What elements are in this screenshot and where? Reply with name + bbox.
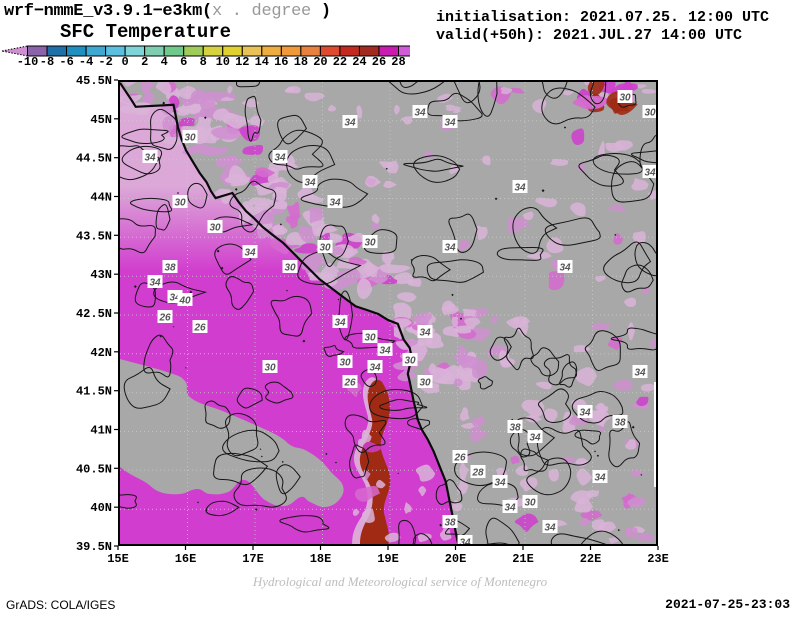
- svg-text:12: 12: [235, 55, 249, 69]
- svg-text:22E: 22E: [580, 552, 602, 566]
- svg-text:2: 2: [141, 55, 148, 69]
- svg-text:34: 34: [414, 108, 426, 119]
- svg-text:40: 40: [178, 296, 191, 307]
- svg-text:-6: -6: [59, 55, 73, 69]
- svg-text:34: 34: [594, 473, 606, 484]
- svg-text:15E: 15E: [107, 552, 129, 566]
- svg-text:4: 4: [161, 55, 168, 69]
- svg-text:45N: 45N: [90, 113, 112, 127]
- svg-text:18E: 18E: [310, 552, 332, 566]
- svg-text:34: 34: [344, 118, 356, 129]
- svg-text:34: 34: [544, 523, 556, 534]
- svg-text:40N: 40N: [90, 501, 112, 515]
- svg-text:30: 30: [364, 238, 376, 249]
- svg-text:34: 34: [369, 363, 381, 374]
- svg-text:30: 30: [419, 378, 431, 389]
- svg-text:23E: 23E: [647, 552, 669, 566]
- svg-text:34: 34: [444, 243, 456, 254]
- svg-text:30: 30: [264, 363, 276, 374]
- svg-text:14: 14: [255, 55, 269, 69]
- svg-text:34: 34: [329, 198, 341, 209]
- svg-text:30: 30: [619, 93, 631, 104]
- svg-text:30: 30: [524, 498, 536, 509]
- svg-text:30: 30: [284, 263, 296, 274]
- svg-text:34: 34: [149, 278, 161, 289]
- svg-text:34: 34: [444, 118, 456, 129]
- svg-text:34: 34: [144, 153, 156, 164]
- svg-text:16E: 16E: [175, 552, 197, 566]
- svg-text:34: 34: [504, 503, 516, 514]
- svg-text:0: 0: [121, 55, 128, 69]
- svg-text:-8: -8: [40, 55, 54, 69]
- svg-text:43N: 43N: [90, 268, 112, 282]
- svg-text:20: 20: [313, 55, 327, 69]
- svg-text:26: 26: [453, 453, 466, 464]
- svg-text:26: 26: [193, 323, 206, 334]
- svg-text:28: 28: [471, 468, 484, 479]
- svg-text:30: 30: [364, 333, 376, 344]
- svg-text:6: 6: [180, 55, 187, 69]
- svg-text:34: 34: [274, 153, 286, 164]
- svg-text:42N: 42N: [90, 346, 112, 360]
- svg-text:30: 30: [174, 198, 186, 209]
- svg-text:34: 34: [304, 178, 316, 189]
- svg-text:30: 30: [319, 243, 331, 254]
- svg-text:45.5N: 45.5N: [76, 74, 112, 88]
- svg-text:34: 34: [529, 433, 541, 444]
- svg-text:28: 28: [391, 55, 405, 69]
- svg-text:34: 34: [644, 168, 656, 179]
- svg-text:16: 16: [274, 55, 288, 69]
- svg-text:30: 30: [209, 223, 221, 234]
- svg-text:39.5N: 39.5N: [76, 540, 112, 554]
- svg-text:30: 30: [184, 133, 196, 144]
- svg-text:18: 18: [294, 55, 308, 69]
- svg-text:-2: -2: [98, 55, 112, 69]
- svg-text:38: 38: [614, 418, 626, 429]
- svg-text:34: 34: [634, 368, 646, 379]
- svg-text:30: 30: [339, 358, 351, 369]
- svg-text:44N: 44N: [90, 191, 112, 205]
- svg-text:34: 34: [334, 318, 346, 329]
- svg-text:38: 38: [444, 518, 456, 529]
- svg-text:38: 38: [509, 423, 521, 434]
- svg-text:40.5N: 40.5N: [76, 462, 112, 476]
- svg-text:34: 34: [379, 346, 391, 357]
- svg-text:30: 30: [644, 108, 656, 119]
- svg-text:30: 30: [404, 356, 416, 367]
- svg-text:26: 26: [372, 55, 386, 69]
- svg-text:38: 38: [164, 263, 176, 274]
- svg-text:26: 26: [158, 313, 171, 324]
- svg-text:34: 34: [459, 538, 471, 547]
- svg-text:26: 26: [343, 378, 356, 389]
- svg-text:20E: 20E: [445, 552, 467, 566]
- svg-text:17E: 17E: [242, 552, 264, 566]
- svg-text:43.5N: 43.5N: [76, 229, 112, 243]
- svg-text:-4: -4: [79, 55, 93, 69]
- svg-text:21E: 21E: [512, 552, 534, 566]
- svg-text:8: 8: [200, 55, 207, 69]
- svg-text:10: 10: [216, 55, 230, 69]
- svg-text:44.5N: 44.5N: [76, 152, 112, 166]
- svg-text:-10: -10: [17, 55, 39, 69]
- svg-text:19E: 19E: [377, 552, 399, 566]
- svg-text:34: 34: [244, 248, 256, 259]
- svg-text:41N: 41N: [90, 424, 112, 438]
- svg-text:34: 34: [579, 408, 591, 419]
- svg-text:24: 24: [352, 55, 366, 69]
- svg-text:41.5N: 41.5N: [76, 385, 112, 399]
- svg-text:34: 34: [419, 328, 431, 339]
- svg-text:34: 34: [514, 183, 526, 194]
- svg-text:22: 22: [333, 55, 347, 69]
- svg-text:42.5N: 42.5N: [76, 307, 112, 321]
- svg-text:34: 34: [494, 478, 506, 489]
- svg-text:34: 34: [559, 263, 571, 274]
